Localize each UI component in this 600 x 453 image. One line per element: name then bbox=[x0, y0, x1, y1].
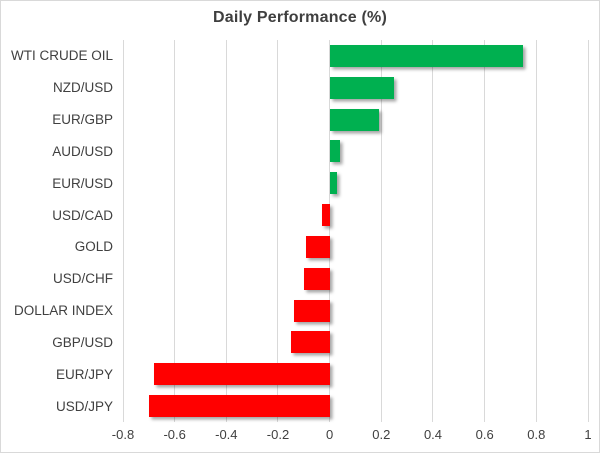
bar-wti-crude-oil bbox=[329, 44, 524, 67]
gridline bbox=[329, 40, 331, 422]
category-label: EUR/GBP bbox=[52, 112, 113, 128]
category-label: USD/CAD bbox=[52, 207, 113, 223]
x-tick-label: -0.8 bbox=[111, 427, 135, 442]
category-label: EUR/USD bbox=[52, 175, 113, 191]
bar-row bbox=[123, 167, 588, 199]
gridline bbox=[380, 40, 382, 422]
bar-row bbox=[123, 104, 588, 136]
gridline bbox=[432, 40, 434, 422]
bar-eur-gbp bbox=[329, 108, 379, 131]
category-label: USD/CHF bbox=[53, 271, 113, 287]
bar-usd-cad bbox=[321, 204, 330, 227]
bar-row bbox=[123, 358, 588, 390]
bar-row bbox=[123, 327, 588, 359]
bar-aud-usd bbox=[329, 140, 340, 163]
gridline bbox=[122, 40, 124, 422]
chart-title: Daily Performance (%) bbox=[212, 9, 388, 26]
gridline bbox=[535, 40, 537, 422]
bar-usd-jpy bbox=[148, 395, 330, 418]
bar-eur-jpy bbox=[154, 363, 330, 386]
category-label: AUD/USD bbox=[52, 143, 113, 159]
plot-area bbox=[122, 40, 589, 422]
gridline bbox=[277, 40, 279, 422]
bar-row bbox=[123, 295, 588, 327]
x-tick-label: 1 bbox=[584, 427, 592, 442]
x-tick-label: -0.4 bbox=[215, 427, 238, 442]
bar-row bbox=[123, 136, 588, 168]
x-tick-label: 0.4 bbox=[423, 427, 443, 442]
x-tick-label: 0.2 bbox=[372, 427, 391, 442]
category-label: GOLD bbox=[74, 239, 113, 255]
bar-row bbox=[123, 231, 588, 263]
category-label: EUR/JPY bbox=[55, 366, 113, 382]
x-tick-label: -0.2 bbox=[266, 427, 290, 442]
bar-row bbox=[123, 72, 588, 104]
bar-eur-usd bbox=[329, 172, 338, 195]
bar-dollar-index bbox=[293, 299, 330, 322]
gridline bbox=[484, 40, 486, 422]
bar-row bbox=[123, 390, 588, 422]
gridline bbox=[225, 40, 227, 422]
category-label: NZD/USD bbox=[53, 80, 113, 96]
bar-row bbox=[123, 263, 588, 295]
bar-row bbox=[123, 40, 588, 72]
x-axis: -0.8 -0.6 -0.4 -0.2 0 0.2 0.4 0.6 0.8 1 bbox=[112, 427, 592, 445]
bar-row bbox=[123, 199, 588, 231]
x-tick-label: 0.6 bbox=[475, 427, 494, 442]
category-axis: WTI CRUDE OIL NZD/USD EUR/GBP AUD/USD EUR/US… bbox=[3, 40, 113, 422]
gridline bbox=[587, 40, 589, 422]
gridline bbox=[174, 40, 176, 422]
x-tick-label: 0.8 bbox=[527, 427, 546, 442]
bar-usd-chf bbox=[303, 267, 330, 290]
bar-gold bbox=[306, 235, 330, 258]
category-label: USD/JPY bbox=[55, 398, 113, 414]
category-label: WTI CRUDE OIL bbox=[10, 48, 113, 64]
x-tick-label: -0.6 bbox=[163, 427, 186, 442]
bar-gbp-usd bbox=[290, 331, 330, 354]
category-label: DOLLAR INDEX bbox=[13, 303, 113, 319]
x-tick-label: 0 bbox=[326, 427, 334, 442]
category-label: GBP/USD bbox=[52, 334, 113, 350]
bar-nzd-usd bbox=[329, 76, 395, 99]
